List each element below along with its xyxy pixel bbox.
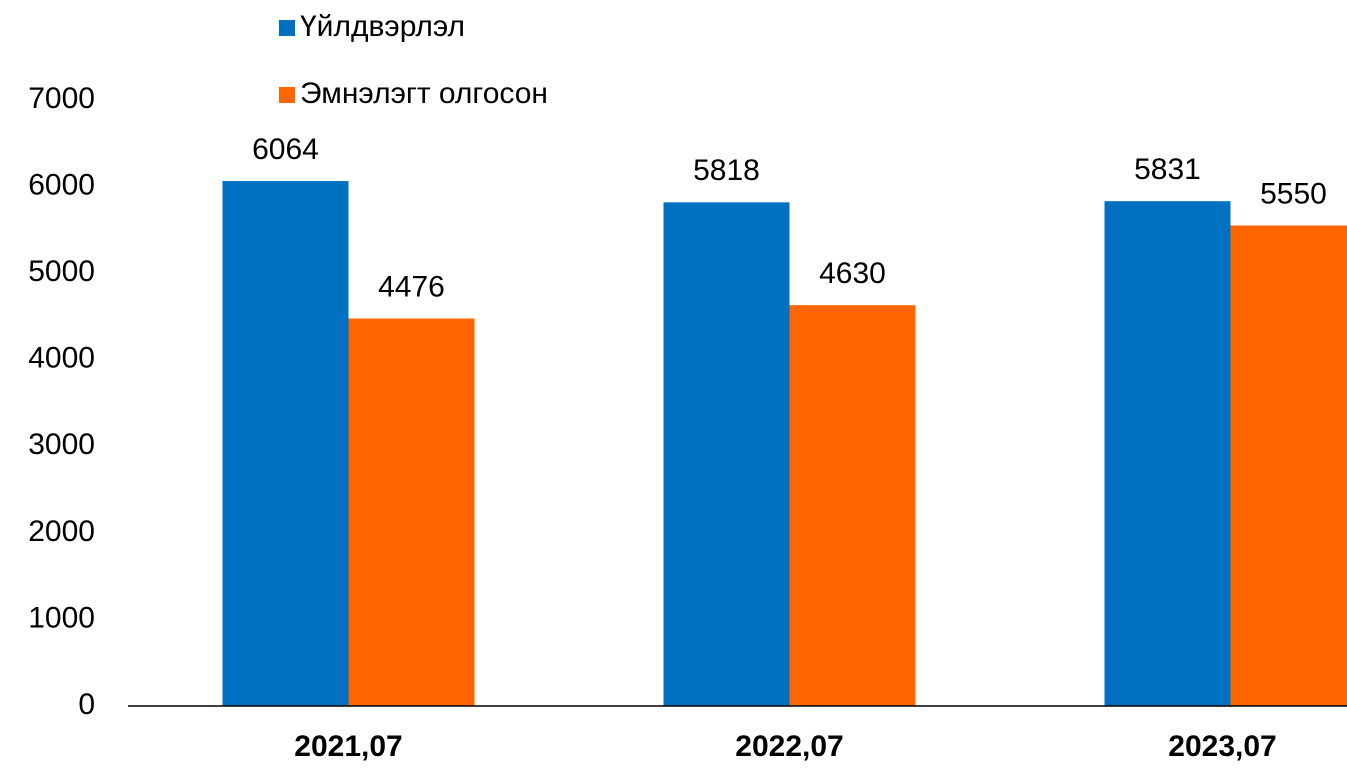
y-tick-label: 2000 bbox=[28, 515, 95, 548]
data-label: 5818 bbox=[693, 154, 760, 187]
legend-label: Эмнэлэгт олгосон bbox=[300, 77, 548, 110]
y-tick-label: 0 bbox=[78, 688, 95, 721]
y-tick-label: 5000 bbox=[28, 255, 95, 288]
y-tick-label: 3000 bbox=[28, 428, 95, 461]
bar bbox=[348, 318, 475, 706]
legend-swatch bbox=[279, 87, 295, 103]
data-label: 4476 bbox=[378, 270, 445, 303]
y-tick-label: 4000 bbox=[28, 342, 95, 375]
x-tick-label: 2023,07 bbox=[1168, 730, 1276, 763]
bar bbox=[222, 181, 349, 706]
bar bbox=[789, 305, 916, 706]
data-label: 4630 bbox=[819, 257, 886, 290]
legend-label: Үйлдвэрлэл bbox=[300, 10, 465, 43]
y-tick-label: 7000 bbox=[28, 82, 95, 115]
y-tick-label: 1000 bbox=[28, 601, 95, 634]
y-tick-label: 6000 bbox=[28, 168, 95, 201]
x-tick-label: 2022,07 bbox=[735, 730, 843, 763]
bar bbox=[1104, 201, 1231, 706]
data-label: 5831 bbox=[1134, 153, 1201, 186]
bar bbox=[1230, 225, 1347, 706]
x-tick-label: 2021,07 bbox=[294, 730, 402, 763]
bar bbox=[663, 202, 790, 706]
data-label: 6064 bbox=[252, 133, 319, 166]
legend-swatch bbox=[279, 20, 295, 36]
data-label: 5550 bbox=[1260, 177, 1327, 210]
